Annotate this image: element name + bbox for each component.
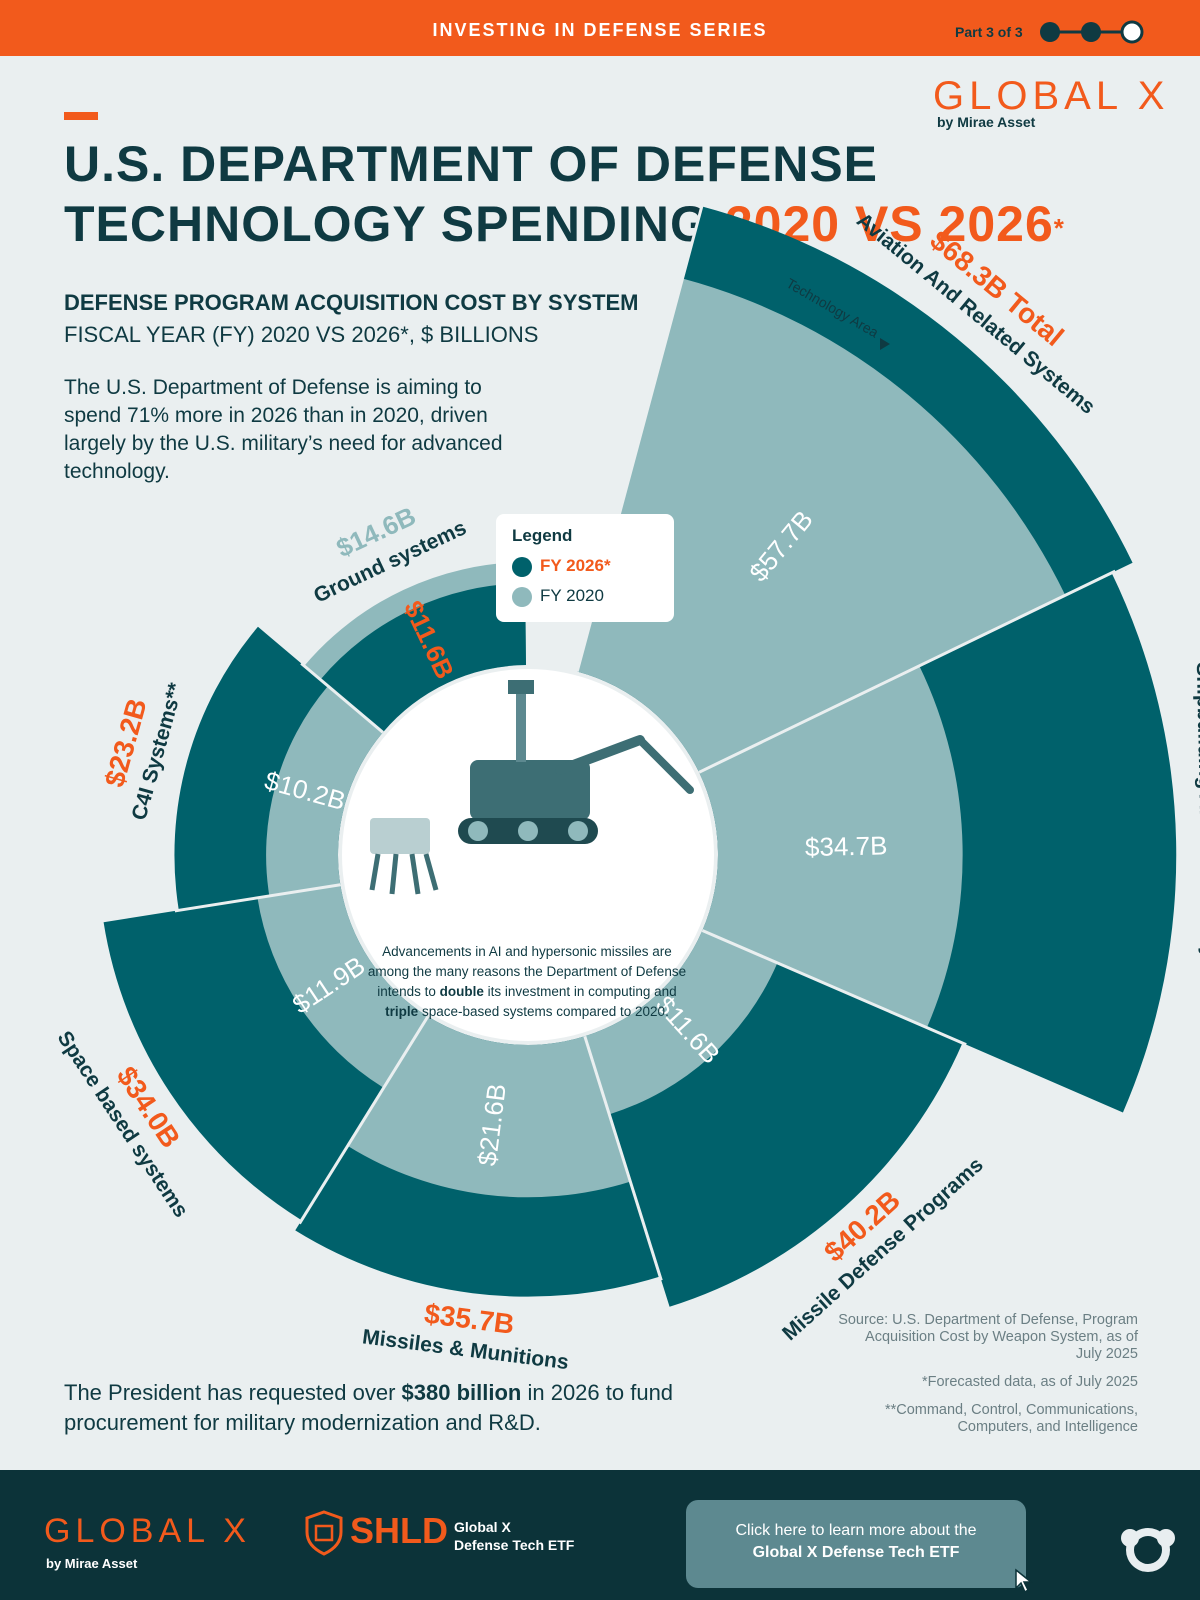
center-disc [342,669,714,1041]
center-text-1: Advancements in AI and hypersonic missil… [367,944,687,999]
legend-swatch-fy2020 [512,586,532,607]
center-bold-2: triple [385,1004,419,1019]
bar-fy2020-space-based-systems [257,884,428,1088]
title-asterisk: * [1053,213,1065,243]
sector-divider-c4i-systems [174,883,341,913]
bar-fy2020-c4i-systems [266,685,383,896]
etf-ticker: SHLD [350,1510,448,1551]
source-note: Source: U.S. Department of Defense, Prog… [838,1312,1138,1362]
title-line-1: U.S. DEPARTMENT OF DEFENSE [64,136,879,192]
chart-subhead: DEFENSE PROGRAM ACQUISITION COST BY SYST… [64,290,639,315]
footnote-forecast: *Forecasted data, as of July 2025 [921,1374,1138,1390]
chart-subhead-units: FISCAL YEAR (FY) 2020 VS 2026*, $ BILLIO… [64,322,539,347]
etf-name: Global X Defense Tech ETF [454,1518,574,1554]
budget-note: The President has requested over $380 bi… [64,1378,724,1438]
progress-dots-icon [1040,20,1144,44]
legend-label-fy2026: FY 2026* [540,556,611,575]
logo-subtitle: by Mirae Asset [937,114,1036,130]
learn-more-button[interactable]: Click here to learn more about the Global… [686,1500,1026,1588]
footnote-c4i: **Command, Control, Communications, Comp… [884,1402,1138,1435]
cursor-icon [1015,1568,1034,1594]
etf-name-line-2: Defense Tech ETF [454,1537,575,1553]
series-title: INVESTING IN DEFENSE SERIES [432,20,768,40]
bar-fy2020-missile-defense-programs [584,930,778,1115]
intro-paragraph: The U.S. Department of Defense is aiming… [64,376,503,483]
etf-name-line-1: Global X [454,1519,511,1535]
legend-item-fy2020: FY 2020 [512,586,604,607]
legend-label-fy2020: FY 2020 [540,586,604,605]
bar-fy2026-ground-systems [320,583,527,733]
legend-swatch-fy2026 [512,556,532,577]
value-label-fy2020-shipbuilding-and-maritime-systems: $34.7B [805,830,888,862]
sector-divider-shipbuilding-and-maritime-systems [698,569,1116,774]
part-indicator: Part 3 of 3 [955,24,1023,40]
category-label-shipbuilding-and-maritime-systems: Shipbuilding And Maritime Systems [1192,662,1200,1020]
legend-item-fy2026: FY 2026* [512,556,611,577]
series-banner: INVESTING IN DEFENSE SERIES Part 3 of 3 [0,0,1200,56]
cta-line-1: Click here to learn more about the [735,1522,977,1539]
note-text-1: The President has requested over [64,1380,402,1405]
sector-divider-space-based-systems [298,1015,430,1225]
footer-logo-subtitle: by Mirae Asset [46,1556,138,1571]
note-text-2: in 2026 to fund procurement for military… [64,1380,674,1435]
footer-logo: GLOBAL X [44,1512,251,1550]
page-title: U.S. DEPARTMENT OF DEFENSE TECHNOLOGY SP… [64,134,1065,254]
bar-fy2020-aviation-and-related-systems [577,278,1066,773]
legend: Legend FY 2026* FY 2020 [496,514,674,622]
bar-fy2020-shipbuilding-and-maritime-systems [699,665,963,1028]
title-accent-bar [64,112,98,120]
note-bold: $380 billion [401,1380,522,1405]
center-annotation: Advancements in AI and hypersonic missil… [362,942,692,1022]
title-line-2: TECHNOLOGY SPENDING 2020 VS 2026* [64,194,1065,254]
axis-arrow-icon [880,338,890,350]
legend-title: Legend [512,526,573,545]
bar-fy2020-missiles-munitions [347,1016,631,1198]
global-x-logo: GLOBAL X [933,74,1170,118]
sector-divider-ground-systems [300,662,384,734]
center-text-3: space-based systems compared to 2020. [418,1004,669,1019]
sector-divider-missile-defense-programs [701,929,967,1046]
center-bold-1: double [439,984,484,999]
sector-divider-missiles-munitions [583,1035,663,1281]
cta-line-2: Global X Defense Tech ETF [752,1544,960,1561]
robot-illustration-icon [369,680,694,895]
title-line-2a: TECHNOLOGY SPENDING [64,196,725,252]
footer: GLOBAL X by Mirae Asset SHLD Global X Def… [0,1470,1200,1600]
visual-capitalist-mark-icon [1121,1528,1175,1572]
shield-icon [305,1510,343,1556]
center-text-2: its investment in computing and [483,984,677,999]
